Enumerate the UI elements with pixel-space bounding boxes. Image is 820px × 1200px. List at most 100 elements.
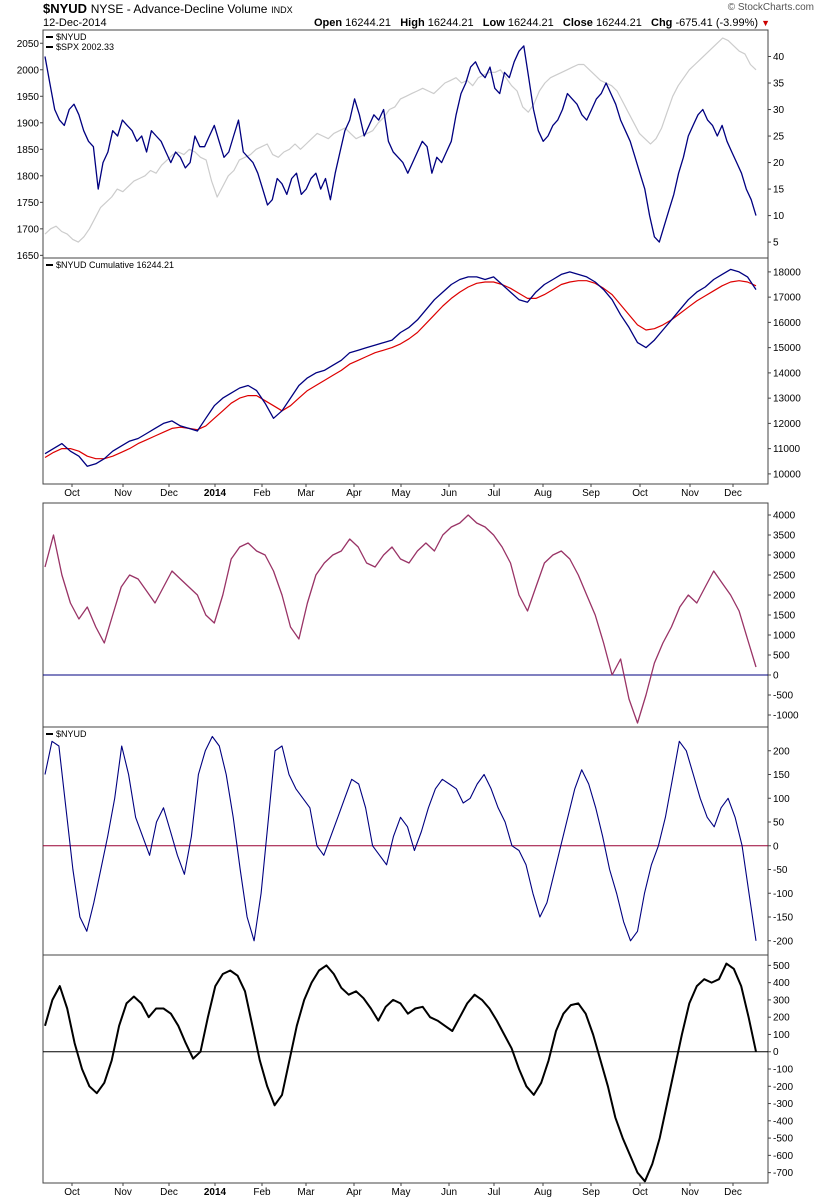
legend-label: $NYUD <box>56 729 87 739</box>
smoothed-axis-tick-label: -100 <box>773 1065 793 1076</box>
x-tick-label: Nov <box>114 488 132 499</box>
cumulative-axis-tick-label: 18000 <box>773 267 801 278</box>
nyud-raw-axis-tick-label: 150 <box>773 770 790 781</box>
x-tick-label: Dec <box>160 488 178 499</box>
spx-axis-tick-label: 1950 <box>17 92 40 103</box>
spx-axis-tick-label: 1650 <box>17 251 40 262</box>
nyud-axis-tick-label: 15 <box>773 185 785 196</box>
cumulative-axis-tick-label: 17000 <box>773 293 801 304</box>
nyud-raw-axis-tick-label: -200 <box>773 936 793 947</box>
x-tick-label: Nov <box>681 1187 699 1198</box>
spx-axis-tick-label: 2000 <box>17 65 40 76</box>
high-value: 16244.21 <box>427 17 474 29</box>
nyud-raw-axis-tick-label: 100 <box>773 794 790 805</box>
spx-axis-tick-label: 1750 <box>17 198 40 209</box>
smoothed-axis-tick-label: 300 <box>773 995 790 1006</box>
x-tick-label: Oct <box>632 488 648 499</box>
x-tick-label: Apr <box>346 488 362 499</box>
spx-axis-tick-label: 1900 <box>17 118 40 129</box>
down-arrow-icon: ▼ <box>761 18 770 28</box>
smoothed-axis-tick-label: -600 <box>773 1151 793 1162</box>
x-tick-label: Sep <box>582 1187 600 1198</box>
chart-date: 12-Dec-2014 <box>43 17 107 29</box>
cumulative-axis-tick-label: 12000 <box>773 419 801 430</box>
spx-axis-tick-label: 1850 <box>17 145 40 156</box>
x-tick-label: Nov <box>681 488 699 499</box>
oscillator-axis-tick-label: 2000 <box>773 591 796 602</box>
nyud-axis-tick-label: 20 <box>773 158 785 169</box>
x-tick-label: Jun <box>441 1187 457 1198</box>
x-tick-label: 2014 <box>204 488 227 499</box>
x-tick-label: Oct <box>632 1187 648 1198</box>
nyud-raw-line <box>44 735 757 942</box>
nyud-raw-axis-tick-label: -100 <box>773 889 793 900</box>
x-tick-label: Aug <box>534 1187 552 1198</box>
x-tick-label: Feb <box>253 488 271 499</box>
smoothed-axis-tick-label: 100 <box>773 1030 790 1041</box>
oscillator-axis-tick-label: 0 <box>773 671 779 682</box>
oscillator-axis-tick-label: 3500 <box>773 531 796 542</box>
close-value: 16244.21 <box>595 17 642 29</box>
oscillator-axis-tick-label: 4000 <box>773 511 796 522</box>
x-tick-label: Aug <box>534 488 552 499</box>
nyud-axis-tick-label: 10 <box>773 211 785 222</box>
nyud-raw-axis-tick-label: -50 <box>773 865 788 876</box>
low-value: 16244.21 <box>507 17 554 29</box>
oscillator-panel-frame <box>42 502 769 728</box>
nyud-raw-axis-tick-label: 0 <box>773 841 779 852</box>
smoothed-axis-tick-label: -700 <box>773 1168 793 1179</box>
x-tick-label: Dec <box>160 1187 178 1198</box>
nyud-raw-axis-tick-label: -150 <box>773 913 793 924</box>
nyud-axis-tick-label: 25 <box>773 132 785 143</box>
spx-axis-tick-label: 2050 <box>17 39 40 50</box>
oscillator-axis-tick-label: -500 <box>773 691 793 702</box>
cumulative-line <box>44 268 757 467</box>
low-label: Low <box>482 17 505 29</box>
close-label: Close <box>562 17 593 29</box>
x-tick-label: Sep <box>582 488 600 499</box>
open-label: Open <box>313 17 343 29</box>
cumulative-axis-tick-label: 13000 <box>773 394 801 405</box>
legend-label: $NYUD <box>56 32 87 42</box>
oscillator-axis-tick-label: -1000 <box>773 711 799 722</box>
symbol: $NYUD <box>43 1 88 16</box>
legend-label: $SPX 2002.33 <box>56 42 114 52</box>
smoothed-axis-tick-label: 0 <box>773 1047 779 1058</box>
cumulative-axis-tick-label: 11000 <box>773 444 801 455</box>
exchange: INDX <box>271 5 293 15</box>
nyud-axis-tick-label: 40 <box>773 52 785 63</box>
x-tick-label: 2014 <box>204 1187 227 1198</box>
oscillator-line <box>44 514 757 724</box>
x-tick-label: Oct <box>64 1187 80 1198</box>
oscillator-axis-tick-label: 1500 <box>773 611 796 622</box>
x-tick-label: Jul <box>488 488 501 499</box>
chg-label: Chg <box>651 17 673 29</box>
oscillator-axis-tick-label: 3000 <box>773 551 796 562</box>
x-tick-label: Jun <box>441 488 457 499</box>
legend-label: $NYUD Cumulative 16244.21 <box>56 260 174 270</box>
high-label: High <box>400 17 425 29</box>
smoothed-axis-tick-label: -400 <box>773 1116 793 1127</box>
x-tick-label: Oct <box>64 488 80 499</box>
open-value: 16244.21 <box>345 17 392 29</box>
nyud-axis-tick-label: 30 <box>773 105 785 116</box>
cumulative-axis-tick-label: 16000 <box>773 318 801 329</box>
brand-watermark: © StockCharts.com <box>727 2 814 13</box>
spx-line <box>44 37 757 243</box>
smoothed-axis-tick-label: -300 <box>773 1099 793 1110</box>
smoothed-axis-tick-label: 500 <box>773 961 790 972</box>
x-tick-label: Apr <box>346 1187 362 1198</box>
smoothed-axis-tick-label: -200 <box>773 1082 793 1093</box>
x-tick-label: Dec <box>724 1187 742 1198</box>
nyud-raw-axis-tick-label: 50 <box>773 818 785 829</box>
x-tick-label: Nov <box>114 1187 132 1198</box>
smoothed-line <box>44 962 757 1183</box>
nyud-line <box>44 45 757 243</box>
x-tick-label: Feb <box>253 1187 271 1198</box>
oscillator-axis-tick-label: 1000 <box>773 631 796 642</box>
smoothed-panel-frame <box>42 954 769 1184</box>
smoothed-axis-tick-label: 400 <box>773 978 790 989</box>
cumulative-axis-tick-label: 14000 <box>773 368 801 379</box>
x-tick-label: May <box>392 488 411 499</box>
